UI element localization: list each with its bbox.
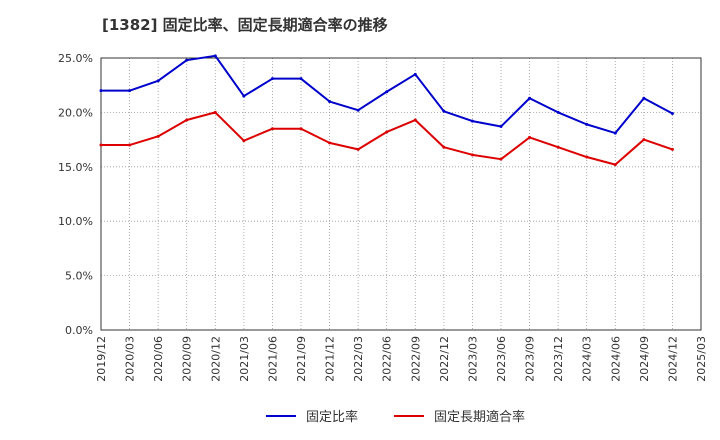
data-point bbox=[128, 143, 132, 147]
data-point bbox=[242, 139, 246, 143]
y-tick-label: 20.0% bbox=[58, 106, 93, 119]
data-point bbox=[642, 96, 646, 100]
x-tick-label: 2024/06 bbox=[609, 336, 622, 382]
legend-label: 固定比率 bbox=[306, 409, 358, 425]
x-tick-label: 2020/12 bbox=[209, 336, 222, 382]
y-tick-label: 5.0% bbox=[65, 270, 93, 283]
data-point bbox=[270, 77, 274, 81]
data-point bbox=[528, 135, 532, 139]
data-point bbox=[128, 89, 132, 93]
data-point bbox=[613, 163, 617, 167]
data-point bbox=[185, 118, 189, 122]
data-point bbox=[499, 125, 503, 129]
data-point bbox=[442, 109, 446, 113]
x-tick-label: 2022/12 bbox=[438, 336, 451, 382]
x-tick-label: 2023/03 bbox=[466, 336, 479, 382]
x-tick-label: 2025/03 bbox=[695, 336, 708, 382]
x-tick-label: 2022/09 bbox=[409, 336, 422, 382]
data-point bbox=[385, 90, 389, 94]
x-tick-label: 2024/09 bbox=[638, 336, 651, 382]
data-point bbox=[413, 118, 417, 122]
x-tick-label: 2024/03 bbox=[581, 336, 594, 382]
data-point bbox=[556, 145, 560, 149]
data-point bbox=[213, 54, 217, 58]
data-point bbox=[156, 134, 160, 138]
data-point bbox=[299, 127, 303, 131]
x-tick-label: 2021/12 bbox=[324, 336, 337, 382]
data-point bbox=[99, 89, 103, 93]
data-point bbox=[156, 79, 160, 83]
data-point bbox=[499, 157, 503, 161]
x-tick-label: 2020/09 bbox=[181, 336, 194, 382]
data-point bbox=[356, 108, 360, 112]
data-point bbox=[585, 155, 589, 159]
data-point bbox=[328, 100, 332, 104]
data-point bbox=[328, 141, 332, 145]
plot-border bbox=[100, 57, 702, 331]
data-point bbox=[356, 147, 360, 151]
x-tick-label: 2023/09 bbox=[524, 336, 537, 382]
data-point bbox=[385, 130, 389, 134]
x-tick-label: 2020/03 bbox=[124, 336, 137, 382]
plot-area bbox=[101, 58, 701, 330]
y-tick-label: 0.0% bbox=[65, 324, 93, 337]
data-point bbox=[528, 96, 532, 100]
x-tick-label: 2022/06 bbox=[381, 336, 394, 382]
legend-label: 固定長期適合率 bbox=[434, 409, 525, 425]
data-point bbox=[613, 131, 617, 135]
data-point bbox=[242, 94, 246, 98]
x-tick-label: 2021/06 bbox=[266, 336, 279, 382]
data-point bbox=[413, 72, 417, 76]
data-point bbox=[185, 58, 189, 62]
data-point bbox=[213, 110, 217, 114]
x-tick-label: 2021/03 bbox=[238, 336, 251, 382]
chart-title: [1382] 固定比率、固定長期適合率の推移 bbox=[102, 16, 388, 34]
x-tick-label: 2021/09 bbox=[295, 336, 308, 382]
data-point bbox=[642, 138, 646, 142]
y-tick-label: 25.0% bbox=[58, 52, 93, 65]
y-tick-label: 10.0% bbox=[58, 215, 93, 228]
data-point bbox=[99, 143, 103, 147]
data-point bbox=[299, 77, 303, 81]
data-point bbox=[670, 111, 674, 115]
x-tick-label: 2022/03 bbox=[352, 336, 365, 382]
data-point bbox=[270, 127, 274, 131]
x-tick-label: 2024/12 bbox=[666, 336, 679, 382]
data-point bbox=[470, 119, 474, 123]
x-tick-label: 2020/06 bbox=[152, 336, 165, 382]
data-point bbox=[585, 122, 589, 126]
x-tick-label: 2023/06 bbox=[495, 336, 508, 382]
data-point bbox=[556, 110, 560, 114]
x-tick-label: 2019/12 bbox=[95, 336, 108, 382]
data-point bbox=[470, 153, 474, 157]
data-point bbox=[442, 145, 446, 149]
y-tick-label: 15.0% bbox=[58, 161, 93, 174]
data-point bbox=[670, 147, 674, 151]
x-tick-label: 2023/12 bbox=[552, 336, 565, 382]
